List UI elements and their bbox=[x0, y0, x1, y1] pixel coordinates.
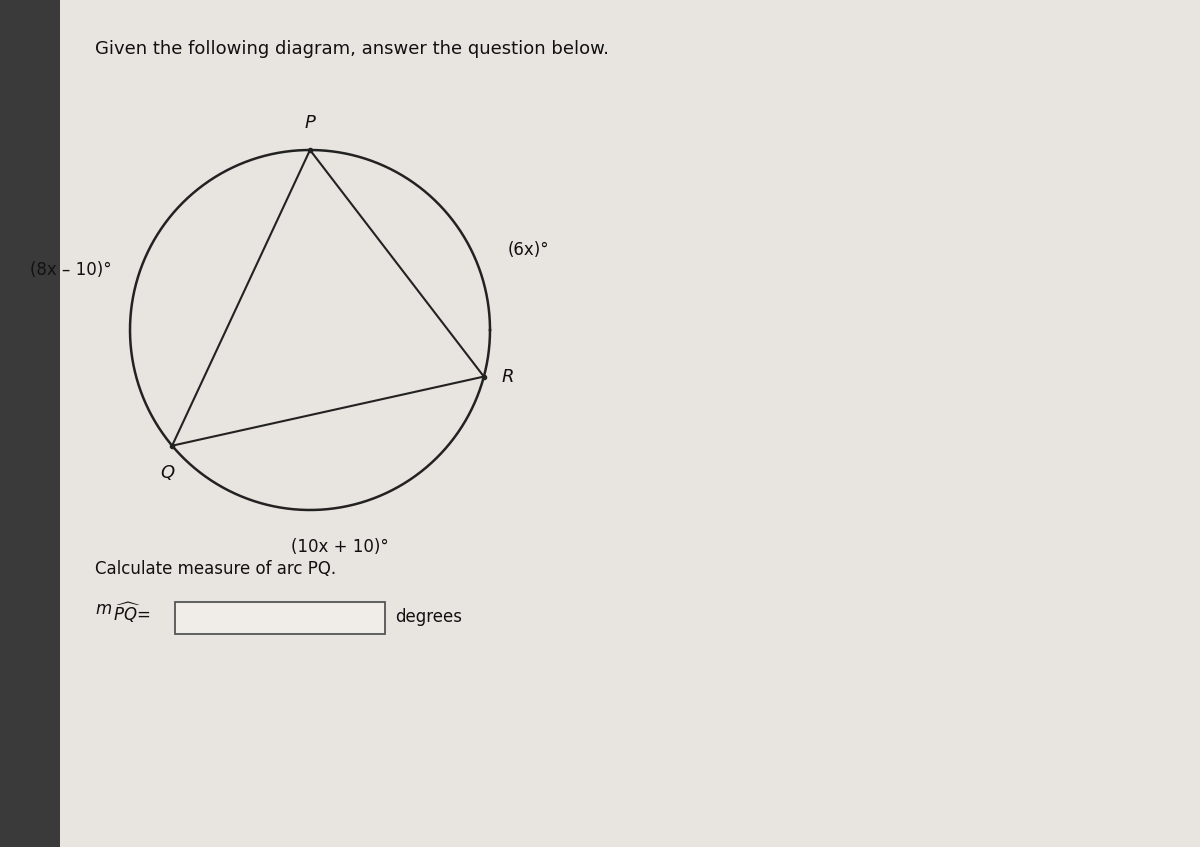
Text: P: P bbox=[305, 114, 316, 132]
Bar bbox=[0, 0, 60, 847]
Text: R: R bbox=[502, 368, 515, 385]
Text: (6x)°: (6x)° bbox=[508, 241, 550, 259]
Text: (8x – 10)°: (8x – 10)° bbox=[30, 261, 112, 279]
Text: degrees: degrees bbox=[395, 608, 462, 626]
Text: Q: Q bbox=[160, 463, 174, 482]
Text: $\widehat{PQ}$=: $\widehat{PQ}$= bbox=[113, 600, 150, 624]
Text: m: m bbox=[95, 600, 112, 618]
Text: (10x + 10)°: (10x + 10)° bbox=[292, 538, 389, 556]
Text: Calculate measure of arc PQ.: Calculate measure of arc PQ. bbox=[95, 560, 336, 578]
Text: Given the following diagram, answer the question below.: Given the following diagram, answer the … bbox=[95, 40, 610, 58]
Bar bbox=[175, 602, 385, 634]
